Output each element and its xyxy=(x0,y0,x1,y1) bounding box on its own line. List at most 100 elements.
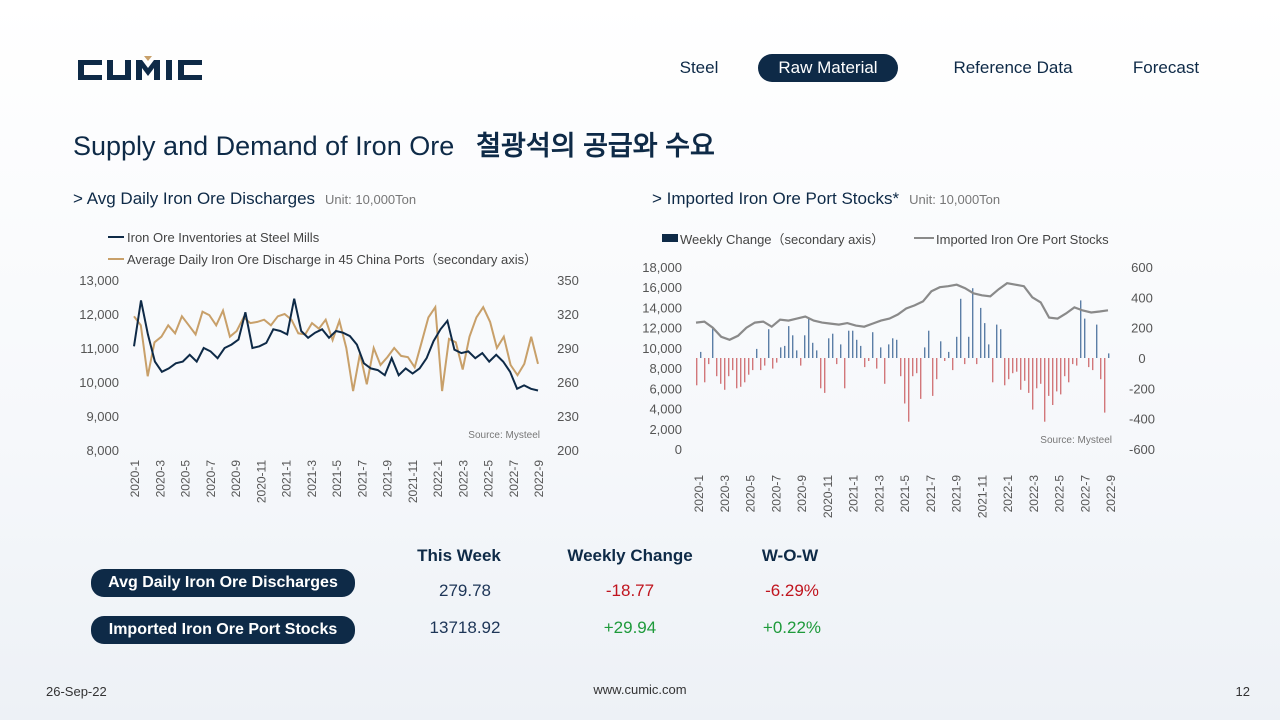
bar-weekly-change xyxy=(1024,358,1026,381)
x-tick-label: 2021-1 xyxy=(280,460,294,498)
right-unit: Unit: 10,000Ton xyxy=(909,192,1001,207)
left-section-header: > Avg Daily Iron Ore Discharges Unit: 10,… xyxy=(73,189,416,209)
row-label-port-stocks: Imported Iron Ore Port Stocks xyxy=(91,616,355,644)
x-tick-label: 2020-3 xyxy=(718,475,732,513)
bar-weekly-change xyxy=(824,358,826,393)
discharges-weekly-change: -18.77 xyxy=(605,581,655,600)
nav-raw-material[interactable]: Raw Material xyxy=(758,54,898,82)
bar-weekly-change xyxy=(960,298,962,358)
bar-weekly-change xyxy=(828,338,830,358)
y-tick-label: 4,000 xyxy=(649,402,682,417)
x-tick-label: 2020-5 xyxy=(179,460,193,498)
col-header-this-week: This Week xyxy=(417,546,501,565)
bar-weekly-change xyxy=(1052,358,1054,405)
left-unit: Unit: 10,000Ton xyxy=(325,192,417,207)
footer-date: 26-Sep-22 xyxy=(46,684,107,699)
y-tick-label: 12,000 xyxy=(642,321,682,336)
nav-reference-data[interactable]: Reference Data xyxy=(953,58,1073,77)
port-stocks-wow: +0.22% xyxy=(762,618,822,637)
bar-weekly-change xyxy=(740,358,742,387)
bar-weekly-change xyxy=(1048,358,1050,396)
bar-weekly-change xyxy=(776,358,778,363)
right-heading: > Imported Iron Ore Port Stocks* xyxy=(652,189,900,208)
bar-weekly-change xyxy=(948,351,950,358)
port-stocks-weekly-change: +29.94 xyxy=(603,618,657,637)
bar-weekly-change xyxy=(996,324,998,358)
bar-weekly-change xyxy=(760,358,762,371)
nav-steel[interactable]: Steel xyxy=(679,58,719,77)
nav-forecast[interactable]: Forecast xyxy=(1132,58,1200,77)
bar-weekly-change xyxy=(1104,358,1106,413)
bar-weekly-change xyxy=(868,358,870,361)
bar-weekly-change xyxy=(972,288,974,358)
row-label-discharges: Avg Daily Iron Ore Discharges xyxy=(91,569,355,597)
x-tick-label: 2020-11 xyxy=(821,475,835,518)
x-tick-label: 2020-9 xyxy=(229,460,243,498)
x-tick-label: 2022-9 xyxy=(1104,475,1118,513)
bar-weekly-change xyxy=(1060,358,1062,395)
x-tick-label: 2021-7 xyxy=(355,460,369,498)
bar-weekly-change xyxy=(864,358,866,368)
bar-weekly-change xyxy=(1044,358,1046,422)
footer-url[interactable]: www.cumic.com xyxy=(593,682,687,697)
y-tick-label: 0 xyxy=(675,442,682,457)
bar-weekly-change xyxy=(1092,358,1094,371)
y-tick-label: 8,000 xyxy=(649,361,682,376)
x-tick-label: 2020-7 xyxy=(204,460,218,498)
bar-weekly-change xyxy=(988,344,990,358)
y2-tick-label: 200 xyxy=(557,443,579,458)
y-tick-label: 13,000 xyxy=(79,273,119,288)
bar-weekly-change xyxy=(1080,300,1082,358)
x-tick-label: 2021-1 xyxy=(847,475,861,513)
x-tick-label: 2021-11 xyxy=(406,460,420,503)
bar-weekly-change xyxy=(764,358,766,366)
x-tick-label: 2022-5 xyxy=(1053,475,1067,513)
bar-weekly-change xyxy=(920,358,922,399)
series-line-discharge xyxy=(133,304,539,392)
source-label: Source: Mysteel xyxy=(468,430,540,441)
bar-weekly-change xyxy=(1096,324,1098,358)
x-tick-label: 2022-5 xyxy=(482,460,496,498)
bar-weekly-change xyxy=(724,358,726,390)
bar-weekly-change xyxy=(872,332,874,358)
y-tick-label: 2,000 xyxy=(649,422,682,437)
y-tick-label: 10,000 xyxy=(642,341,682,356)
bar-weekly-change xyxy=(892,338,894,358)
bar-weekly-change xyxy=(720,358,722,384)
legend-label-port-stocks: Imported Iron Ore Port Stocks xyxy=(936,232,1109,247)
bar-weekly-change xyxy=(952,358,954,371)
bar-weekly-change xyxy=(1004,358,1006,386)
bar-weekly-change xyxy=(736,358,738,389)
bar-weekly-change xyxy=(1016,358,1018,372)
bar-weekly-change xyxy=(728,358,730,377)
y2-tick-label: 320 xyxy=(557,307,579,322)
col-header-wow: W-O-W xyxy=(761,546,819,565)
page-number: 12 xyxy=(1235,684,1250,699)
x-tick-label: 2022-1 xyxy=(1001,475,1015,513)
y-tick-label: 9,000 xyxy=(86,409,119,424)
port-stocks-this-week: 13718.92 xyxy=(429,618,501,637)
bar-weekly-change xyxy=(748,358,750,375)
bar-weekly-change xyxy=(1040,358,1042,384)
x-tick-label: 2022-1 xyxy=(431,460,445,498)
bar-weekly-change xyxy=(784,345,786,358)
bar-weekly-change xyxy=(836,358,838,365)
y2-tick-label: -400 xyxy=(1129,412,1155,427)
x-tick-label: 2022-7 xyxy=(507,460,521,498)
legend-swatch-weekly-change xyxy=(662,234,678,242)
right-section-header: > Imported Iron Ore Port Stocks* Unit: 10… xyxy=(652,189,1000,209)
series-line-port-stocks xyxy=(695,282,1109,341)
bar-weekly-change xyxy=(984,323,986,358)
bar-weekly-change xyxy=(852,330,854,358)
bar-weekly-change xyxy=(1020,358,1022,390)
x-tick-label: 2020-9 xyxy=(795,475,809,513)
cumic-logo xyxy=(78,56,202,80)
y2-tick-label: 230 xyxy=(557,409,579,424)
bar-weekly-change xyxy=(788,326,790,358)
bar-weekly-change xyxy=(696,358,698,386)
x-tick-label: 2020-11 xyxy=(254,460,268,503)
y-tick-label: 8,000 xyxy=(86,443,119,458)
bar-weekly-change xyxy=(856,339,858,358)
bar-weekly-change xyxy=(980,307,982,358)
bar-weekly-change xyxy=(964,358,966,365)
